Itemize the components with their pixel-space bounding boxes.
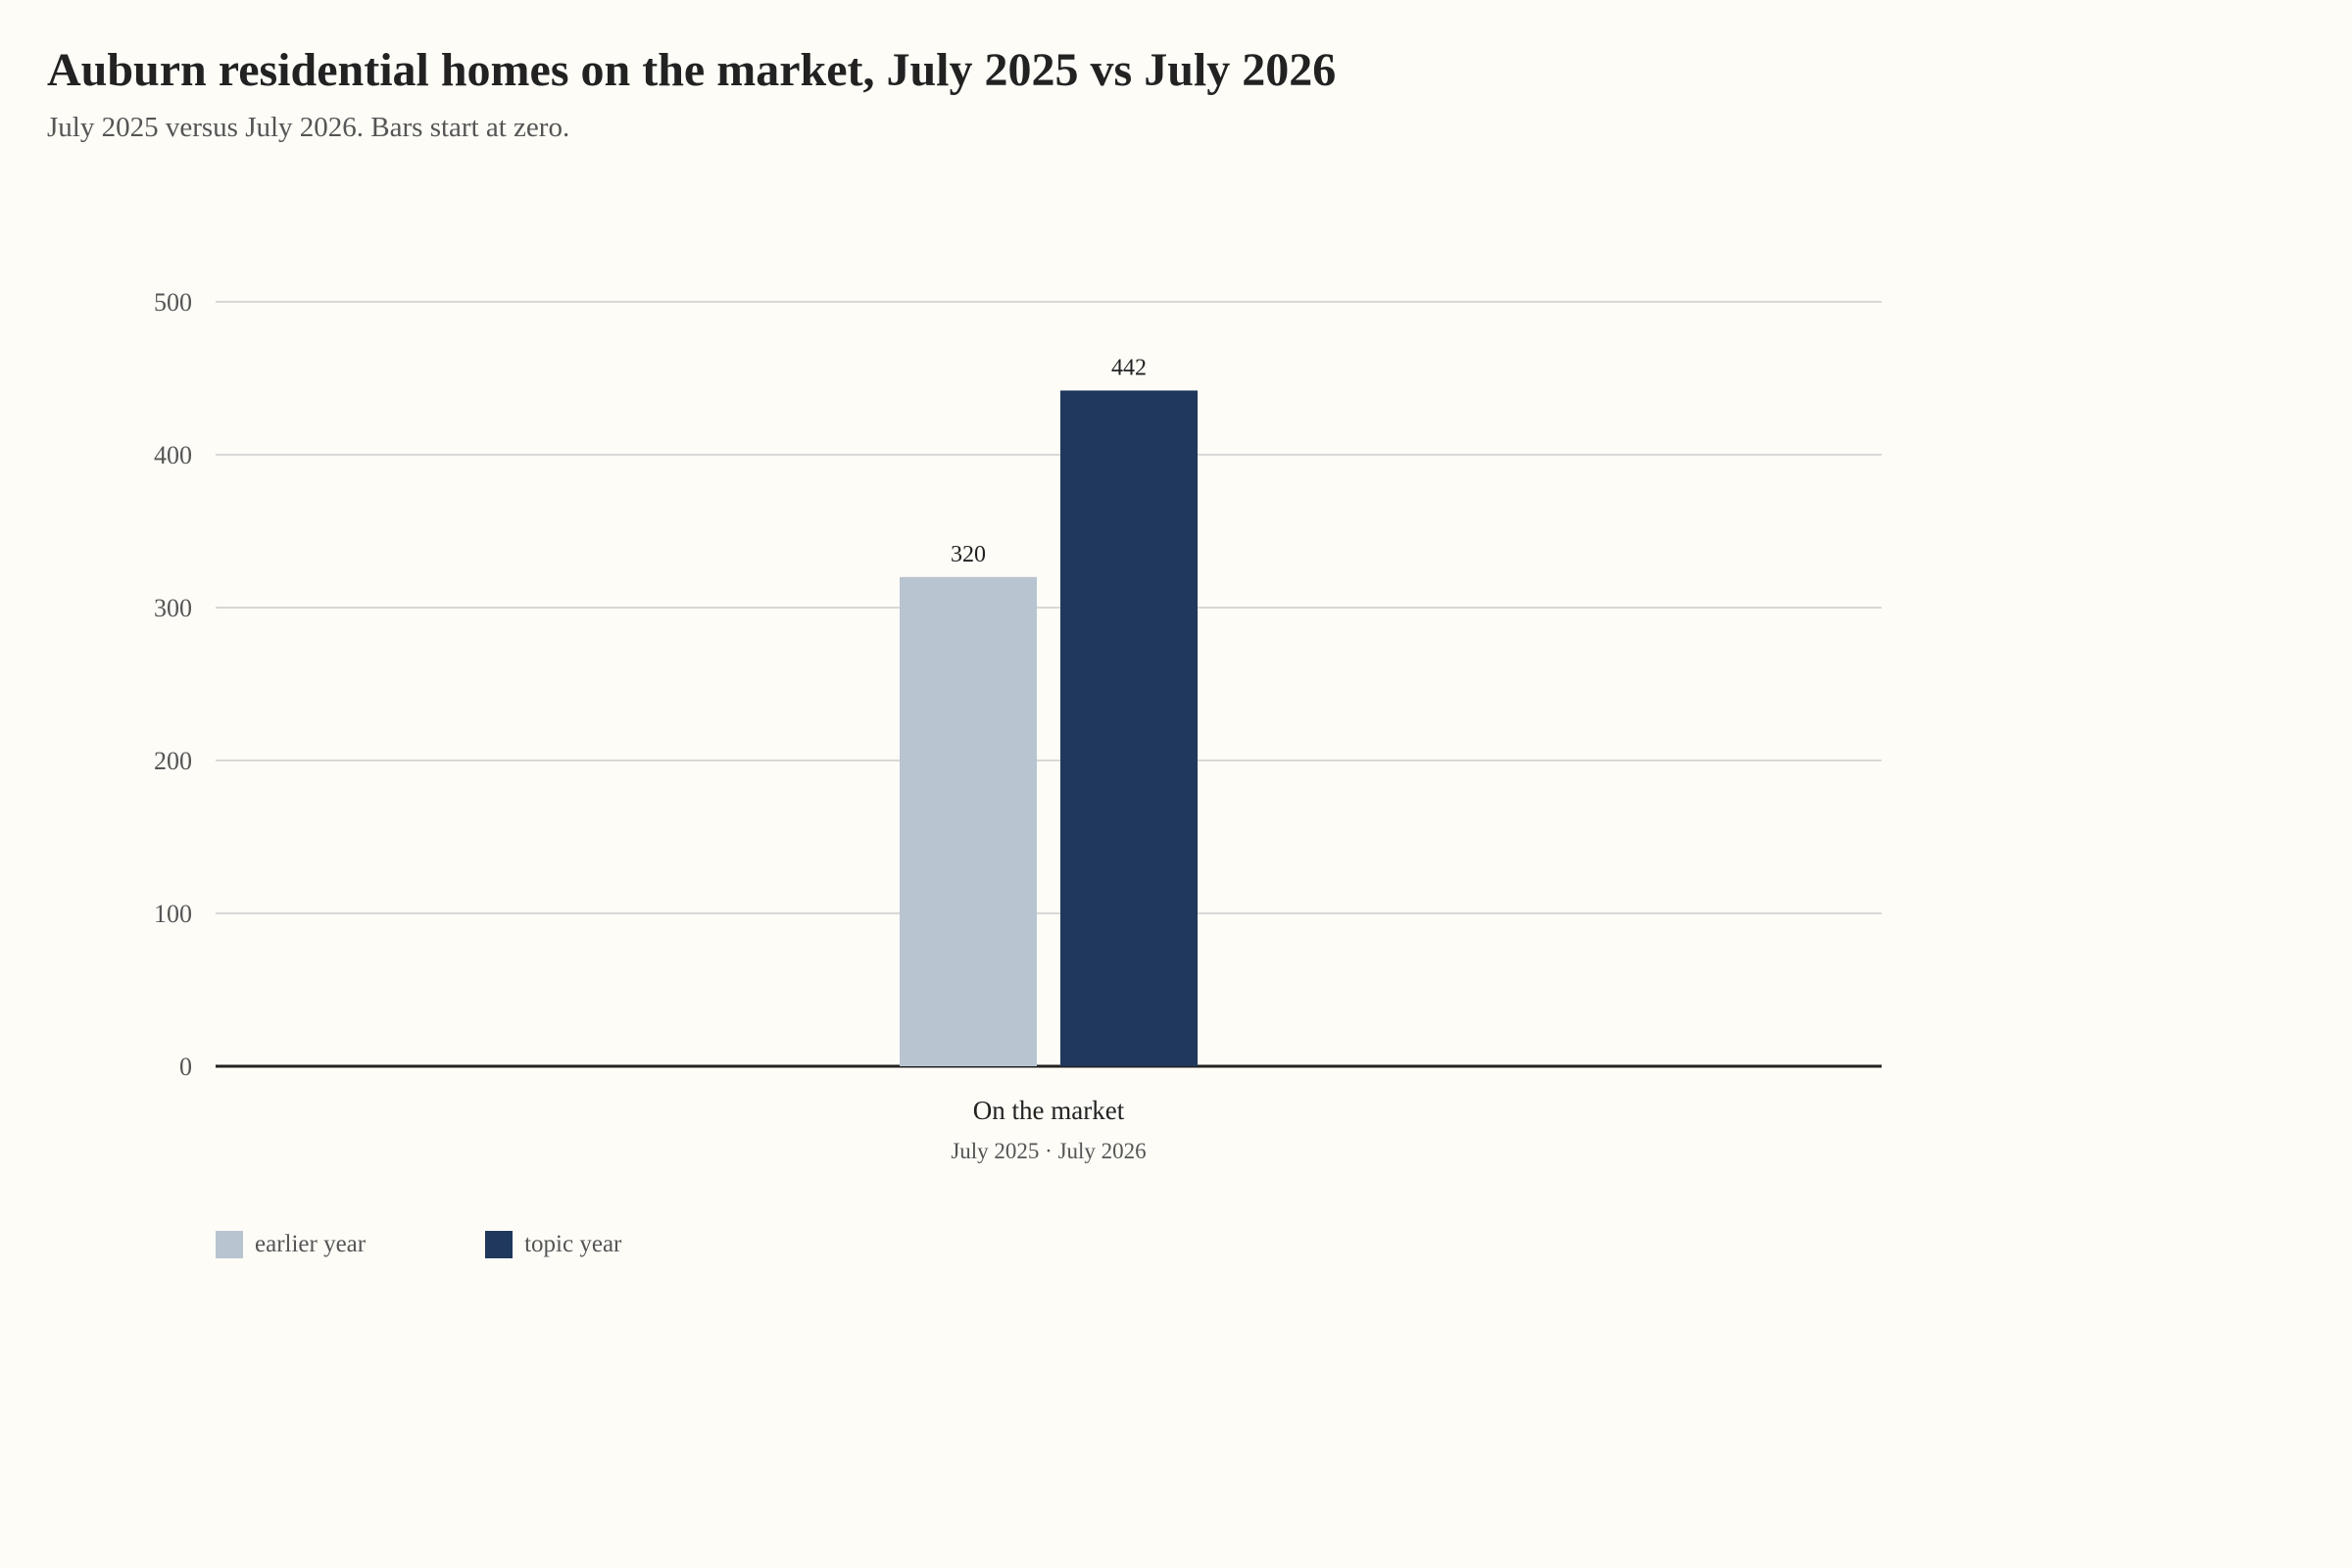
data-label: 320 [951,542,986,567]
y-tick-label: 500 [154,288,192,317]
chart-title: Auburn residential homes on the market, … [47,44,1337,96]
y-tick-label: 200 [154,747,192,775]
legend-item-earlier: earlier year [216,1231,366,1258]
legend-swatch-earlier [216,1231,243,1258]
chart-legend: earlier year topic year [216,1231,621,1258]
bar-earlier-year [900,576,1037,1066]
legend-label-topic: topic year [524,1231,622,1257]
legend-label-earlier: earlier year [255,1231,367,1257]
data-label: 442 [1111,355,1147,380]
x-category-sublabel: July 2025 · July 2026 [951,1139,1146,1163]
y-tick-label: 0 [179,1053,192,1081]
y-tick-label: 400 [154,441,192,469]
legend-swatch-topic [485,1231,514,1258]
y-tick-label: 100 [154,900,192,928]
y-tick-label: 300 [154,594,192,622]
bar-topic-year [1060,390,1198,1067]
chart-subtitle: July 2025 versus July 2026. Bars start a… [47,112,570,143]
legend-item-topic: topic year [485,1231,621,1258]
x-category-label: On the market [973,1096,1125,1125]
